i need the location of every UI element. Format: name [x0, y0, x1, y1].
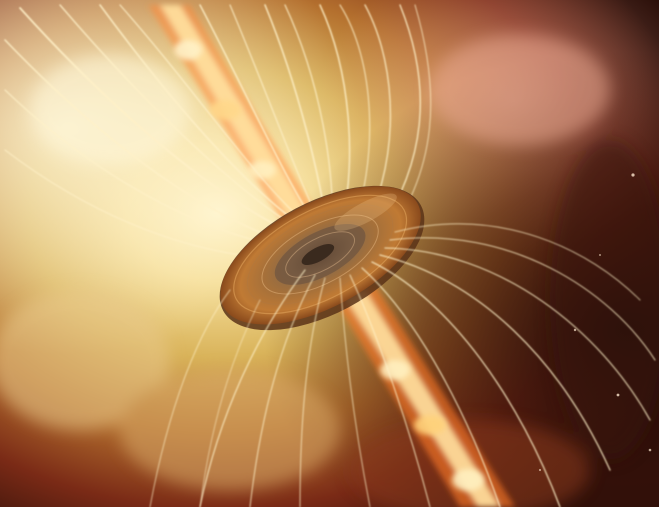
cloud-texture — [0, 35, 659, 507]
magnetic-field-lines-lower — [149, 223, 656, 507]
accretion-disk — [219, 185, 425, 331]
bipolar-jet-lower — [335, 285, 515, 507]
bipolar-jet-upper — [148, 5, 330, 250]
stars — [538, 173, 652, 472]
jet-knots — [174, 40, 484, 491]
